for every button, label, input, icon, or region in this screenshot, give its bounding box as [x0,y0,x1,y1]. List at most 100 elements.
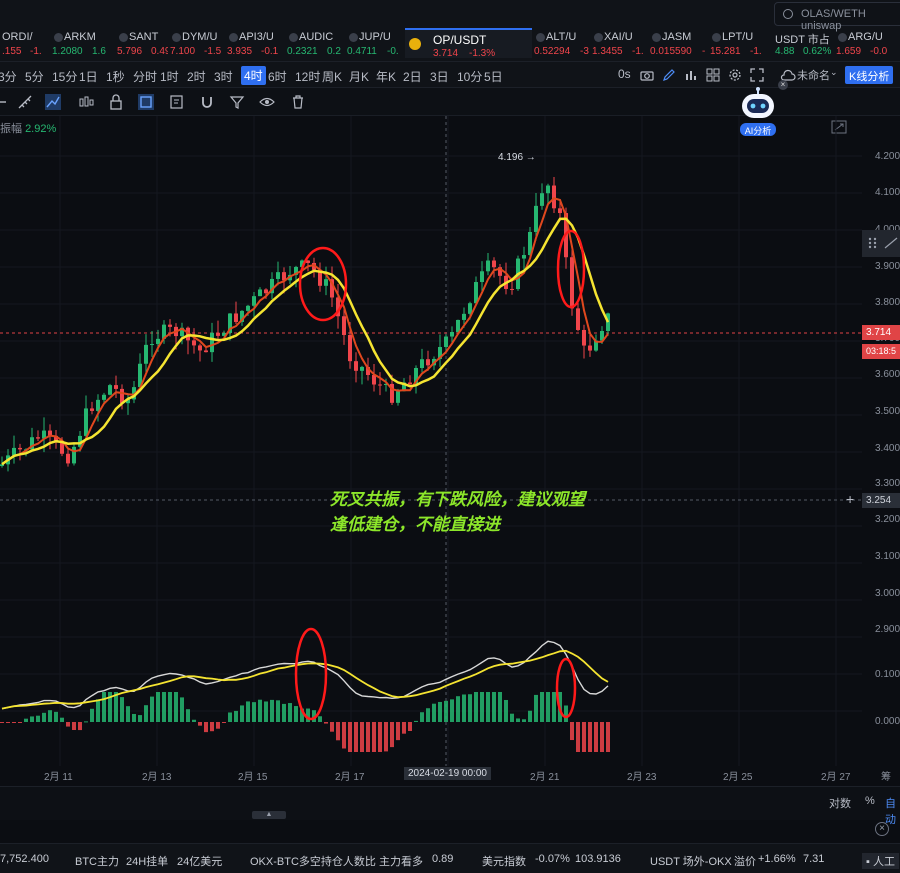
ticker-tab[interactable]: ALT/U 0.52294 -3 [532,28,590,58]
ticker-tab[interactable]: JUP/U 0.4711 -0. [345,28,405,58]
macd-histogram-bar [192,719,196,722]
candle-body [528,231,532,256]
interval-option[interactable]: 1时 [160,70,179,84]
candle-body [558,208,562,214]
interval-option[interactable]: 12时 [295,70,321,84]
interval-option[interactable]: 3分 [0,70,17,84]
coin-icon [289,33,298,42]
fullscreen-icon[interactable] [750,68,764,82]
interval-option[interactable]: 15分 [52,70,78,84]
ticker-change: -1. [632,46,644,57]
ticker-tab[interactable]: ARG/U 1.659 -0.0 [834,28,900,58]
strip-value: 7,752.400 [0,853,49,865]
ai-assistant-button[interactable]: AI分析 × [738,80,788,138]
strip-label[interactable]: OKX-BTC多空持仓人数比 [250,856,376,868]
bar-chart-icon[interactable] [684,68,698,82]
interval-option[interactable]: 2日 [403,70,422,84]
line-tool-icon[interactable] [0,94,16,110]
macd-histogram-bar [144,705,148,722]
coin-icon [838,33,847,42]
ticker-symbol: API3/U [239,31,274,43]
close-panel-icon[interactable]: × [875,822,889,836]
lock-icon[interactable] [108,94,124,110]
log-scale-toggle[interactable]: 对数 [829,798,851,810]
chevron-down-icon[interactable]: ⌄ [830,67,838,77]
interval-option[interactable]: 1日 [79,70,98,84]
collapse-panel-icon[interactable]: ▲ [252,811,286,819]
search-input[interactable]: OLAS/WETH uniswap [774,2,900,32]
ticker-tab[interactable]: ARKM 1.2080 1.6 [50,28,115,58]
camera-icon[interactable] [640,68,654,82]
layout-name[interactable]: 未命名 [797,70,830,82]
macd-histogram-bar [540,692,544,722]
ticker-tab[interactable]: JASM 0.015590- [648,28,708,58]
interval-option[interactable]: 周K [322,70,343,84]
rectangle-tool-icon[interactable] [138,94,154,110]
price-chart[interactable]: 4.196 → [0,116,862,766]
annotation-circle [555,657,577,719]
candle-body [462,313,466,320]
interval-option[interactable]: 月K [349,70,370,84]
interval-option[interactable]: 3时 [214,70,233,84]
interval-option[interactable]: 10分 [457,70,483,84]
ticker-tab[interactable]: LPT/U 15.281 -1. [708,28,773,58]
strip-label[interactable]: BTC主力 [75,856,119,868]
trend-line-icon[interactable] [45,94,61,110]
drag-handle-icon[interactable] [868,237,878,249]
magnet-icon[interactable] [199,94,215,110]
ticker-tab[interactable]: AUDIC 0.2321 0.2 [285,28,345,58]
candle-body [420,359,424,369]
date-axis-tick: 2月 15 [238,772,268,783]
interval-option[interactable]: 5分 [25,70,44,84]
macd-histogram-bar [300,708,304,722]
ticker-tab[interactable]: OP/USDT 3.714 -1.3% [405,28,532,58]
interval-option[interactable]: 5日 [484,70,503,84]
add-alert-icon[interactable]: + [846,491,855,507]
candle-body [198,345,202,351]
interval-option[interactable]: 3日 [430,70,449,84]
ticker-tab[interactable]: USDT 市占 4.88 0.62% [773,28,834,58]
ticker-tab[interactable]: DYM/U 7.100 -1.5 [168,28,225,58]
line-draw-icon[interactable] [884,237,898,249]
eye-icon[interactable] [259,94,275,110]
candle-body [312,262,316,270]
timer-label[interactable]: 0s [618,67,631,81]
support-button[interactable]: ▪ 人工 [862,853,899,869]
interval-option[interactable]: 分时 [133,70,158,84]
interval-option[interactable]: 4时 [241,66,266,85]
countdown-tag: 03:18:5 [862,344,900,359]
strip-label[interactable]: USDT 场外-OKX [650,856,732,868]
grid-icon[interactable] [706,68,720,82]
macd-histogram-bar [36,715,40,722]
ticker-tab[interactable]: SANT 5.796 0.49 [115,28,168,58]
gear-icon[interactable] [728,68,742,82]
auto-scale-toggle[interactable]: 自动 [885,798,896,826]
market-info-strip: 7,752.400 BTC主力 24H挂单 24亿美元 OKX-BTC多空持仓人… [0,843,900,873]
candle-tool-icon[interactable] [78,94,94,110]
kline-analysis-button[interactable]: K线分析 [845,66,894,84]
axis-tool-panel[interactable] [862,230,900,257]
ticker-tab[interactable]: API3/U 3.935 -0.1 [225,28,285,58]
macd-histogram-bar [396,722,400,741]
candle-body [378,384,382,386]
note-icon[interactable] [169,94,185,110]
macd-histogram-bar [546,692,550,722]
interval-option[interactable]: 6时 [268,70,287,84]
interval-option[interactable]: 1秒 [106,70,125,84]
strip-label[interactable]: 美元指数 [482,856,526,868]
close-icon[interactable]: × [778,80,788,90]
interval-option[interactable]: 年K [376,70,397,84]
strip-label: 24H挂单 [126,856,169,868]
ticker-price: 4.88 [775,46,795,57]
percent-scale-toggle[interactable]: % [865,795,875,807]
ruler-icon[interactable] [17,94,33,110]
ticker-tab[interactable]: ORDI/ .155 -1. [0,28,50,58]
amplitude-label: 振幅 [0,123,22,135]
candle-body [450,332,454,337]
trash-icon[interactable] [290,94,306,110]
interval-option[interactable]: 2时 [187,70,206,84]
pencil-icon[interactable] [662,68,676,82]
macd-histogram-bar [414,720,418,722]
ticker-tab[interactable]: XAI/U 1.3455 -1. [590,28,648,58]
filter-icon[interactable] [229,94,245,110]
